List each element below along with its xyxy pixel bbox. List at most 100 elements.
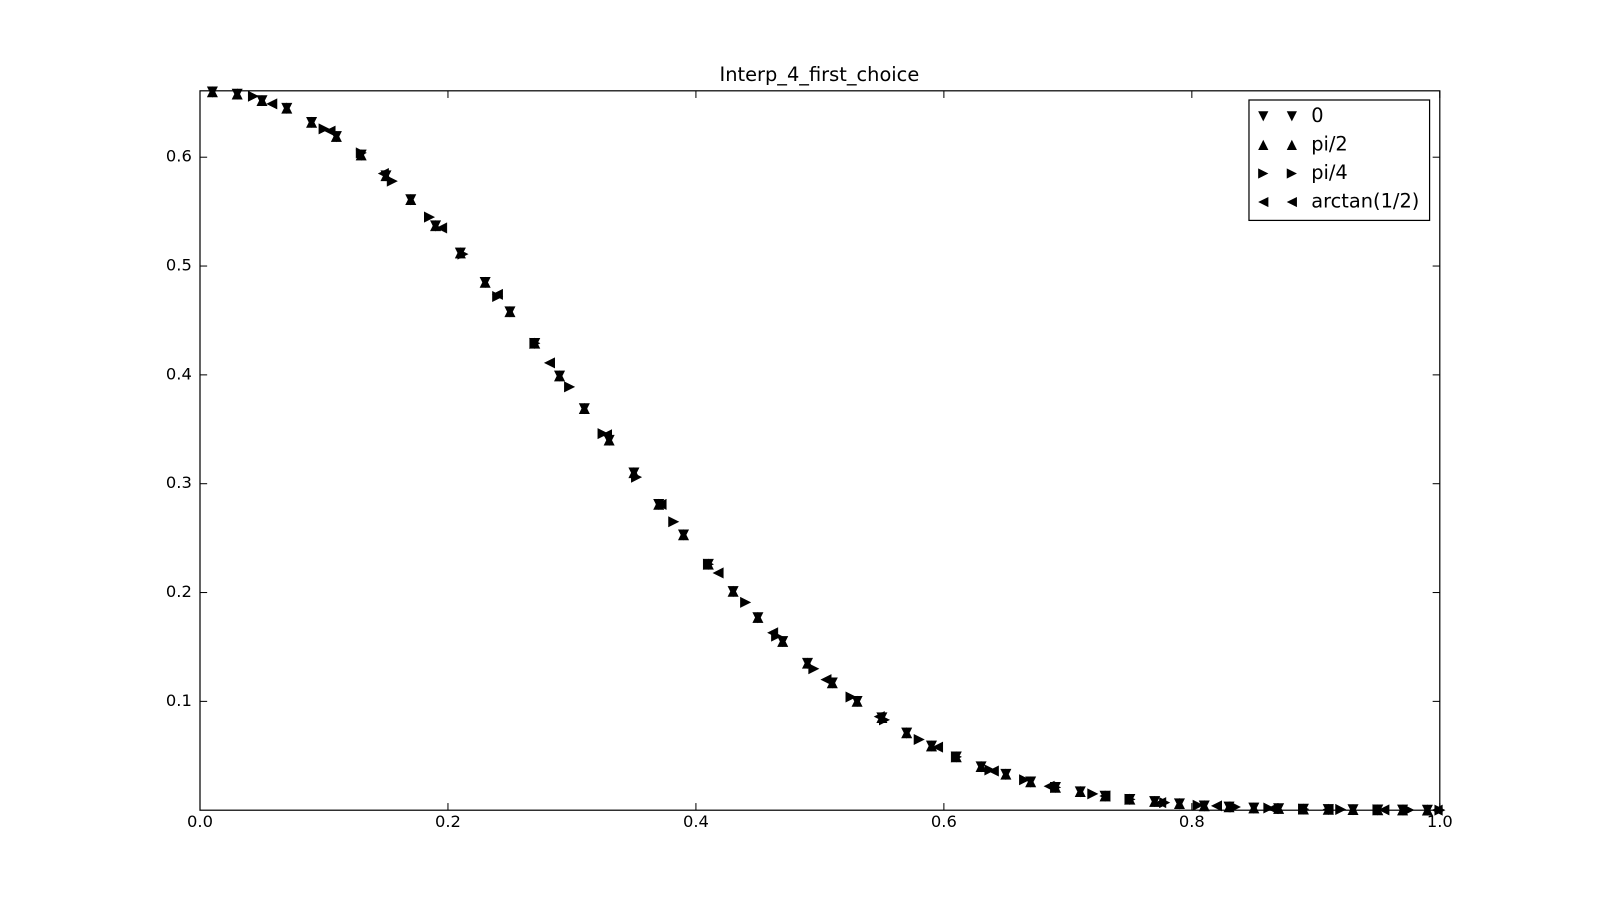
data-point xyxy=(543,357,555,369)
data-point xyxy=(578,402,590,414)
legend-marker xyxy=(1286,139,1297,150)
data-point xyxy=(436,222,448,234)
data-point xyxy=(386,175,398,187)
data-point xyxy=(1403,804,1415,816)
x-tick-label: 0.8 xyxy=(1179,812,1205,831)
y-tick-label: 0.5 xyxy=(166,256,192,275)
data-point xyxy=(318,123,330,135)
data-point xyxy=(479,276,491,288)
data-point xyxy=(1000,768,1012,780)
data-point xyxy=(1155,797,1167,809)
legend-box xyxy=(1248,99,1431,222)
data-point xyxy=(727,585,739,597)
data-point xyxy=(1421,804,1433,816)
data-point xyxy=(330,130,342,142)
data-point xyxy=(873,711,885,723)
legend-marker xyxy=(1286,168,1297,179)
data-point xyxy=(424,211,436,223)
y-tick-label: 0.6 xyxy=(166,147,192,166)
data-point xyxy=(1025,776,1037,788)
legend-marker xyxy=(1286,111,1297,122)
data-point xyxy=(1192,799,1204,811)
data-point xyxy=(767,627,779,639)
data-point xyxy=(913,733,925,745)
legend-label: arctan(1/2) xyxy=(1311,190,1419,213)
data-point xyxy=(678,529,690,541)
data-point xyxy=(1173,798,1185,810)
data-point xyxy=(597,428,609,440)
y-tick-label: 0.4 xyxy=(166,364,192,383)
data-point xyxy=(668,516,680,528)
data-point xyxy=(820,674,832,686)
data-point xyxy=(932,741,944,753)
data-point xyxy=(256,94,268,106)
data-point xyxy=(1248,802,1260,814)
data-point xyxy=(1099,790,1111,802)
data-point xyxy=(950,751,962,763)
x-tick-label: 0.0 xyxy=(187,812,213,831)
data-point xyxy=(504,306,516,318)
data-point xyxy=(984,764,996,776)
data-point xyxy=(702,558,714,570)
data-point xyxy=(355,147,367,159)
data-point xyxy=(1043,780,1055,792)
data-point xyxy=(600,429,613,441)
data-point xyxy=(975,760,987,773)
data-point xyxy=(845,691,857,703)
data-point xyxy=(1124,793,1136,805)
data-point xyxy=(491,288,503,300)
legend-marker xyxy=(1258,139,1269,150)
data-point xyxy=(457,248,469,260)
y-tick-label: 0.2 xyxy=(166,582,192,601)
legend-label: 0 xyxy=(1311,104,1323,127)
data-point xyxy=(1074,786,1086,798)
data-point xyxy=(231,88,243,100)
data-point xyxy=(529,337,541,349)
chart-title: Interp_4_first_choice xyxy=(719,63,919,86)
data-point xyxy=(1149,795,1161,807)
data-point xyxy=(247,90,259,102)
legend: 0 pi/2 pi/4 arctan(1/2) xyxy=(1248,99,1431,222)
data-point xyxy=(306,116,318,128)
data-point xyxy=(405,193,417,206)
data-point xyxy=(324,125,336,137)
data-point xyxy=(1229,801,1241,813)
data-point xyxy=(901,727,913,739)
data-point xyxy=(777,635,789,647)
data-point xyxy=(1347,803,1359,816)
data-point xyxy=(925,740,937,752)
y-tick-label: 0.1 xyxy=(166,691,192,710)
data-point xyxy=(1372,804,1384,816)
x-tick-label: 0.6 xyxy=(931,812,957,831)
data-point xyxy=(603,434,615,446)
data-point xyxy=(1210,800,1222,812)
data-point xyxy=(266,98,278,110)
data-point xyxy=(851,695,863,707)
legend-label: pi/2 xyxy=(1311,132,1348,155)
data-point xyxy=(1335,803,1347,815)
x-tick-label: 1.0 xyxy=(1427,812,1453,831)
data-point xyxy=(281,102,293,114)
x-tick-label: 0.2 xyxy=(435,812,461,831)
data-point xyxy=(1298,803,1310,815)
y-tick-label: 0.3 xyxy=(166,473,192,492)
data-point xyxy=(1087,788,1099,800)
data-point xyxy=(1322,803,1334,815)
data-point xyxy=(564,381,576,393)
legend-marker xyxy=(1286,196,1297,208)
data-point xyxy=(631,471,643,483)
data-point xyxy=(987,765,999,777)
legend-marker xyxy=(1258,111,1269,122)
data-point xyxy=(377,168,389,180)
legend-marker xyxy=(1258,196,1269,208)
data-point xyxy=(554,370,566,382)
series-markers xyxy=(266,98,1443,816)
data-point xyxy=(655,498,667,510)
data-point xyxy=(712,567,724,579)
data-point xyxy=(1378,804,1390,816)
data-point xyxy=(206,86,218,98)
data-point xyxy=(808,663,820,675)
legend-marker xyxy=(1258,168,1269,179)
